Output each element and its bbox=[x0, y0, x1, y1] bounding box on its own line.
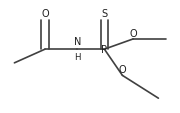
Text: N: N bbox=[74, 37, 81, 47]
Text: O: O bbox=[119, 64, 126, 74]
Text: O: O bbox=[41, 9, 49, 19]
Text: P: P bbox=[101, 45, 107, 55]
Text: S: S bbox=[101, 9, 107, 19]
Text: H: H bbox=[74, 53, 81, 61]
Text: O: O bbox=[129, 28, 137, 38]
